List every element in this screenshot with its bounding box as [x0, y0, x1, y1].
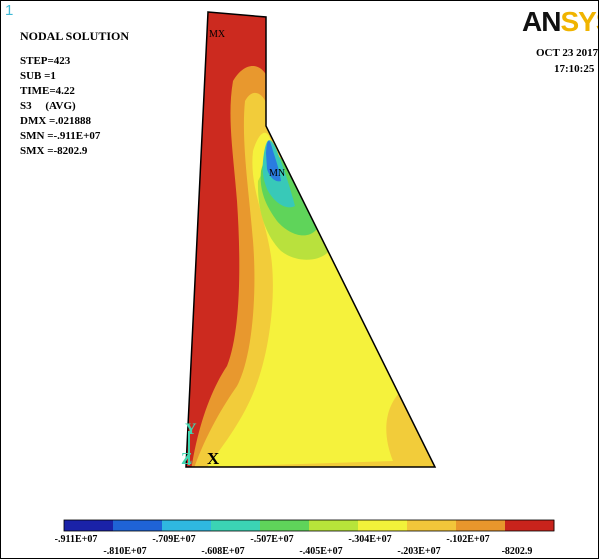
date-stamp: OCT 23 2017 — [536, 47, 599, 59]
legend-label-bottom: -.405E+07 — [299, 546, 342, 557]
legend-label-bottom: -8202.9 — [502, 546, 533, 557]
solution-line-step: STEP=423 — [20, 55, 71, 67]
legend-swatch — [162, 520, 212, 531]
min-marker: MN — [269, 168, 285, 179]
legend-swatch — [260, 520, 310, 531]
triad-y-label: Y — [185, 421, 197, 438]
legend-swatch — [358, 520, 408, 531]
legend-label-bottom: -.608E+07 — [201, 546, 244, 557]
solution-title: NODAL SOLUTION — [20, 29, 130, 43]
legend-label-top: -.304E+07 — [348, 534, 391, 545]
window-number: 1 — [5, 2, 14, 19]
ansys-logo: ANSYS — [522, 6, 598, 37]
legend-swatch — [64, 520, 114, 531]
coordinate-triad: Y Z X — [181, 421, 220, 468]
legend-border — [63, 519, 555, 532]
model-outline — [185, 11, 437, 468]
solution-line-item: S3 (AVG) — [20, 100, 76, 112]
legend-label-bottom: -.810E+07 — [103, 546, 146, 557]
legend-swatch — [309, 520, 359, 531]
legend-swatch — [456, 520, 506, 531]
legend-label-top: -.709E+07 — [152, 534, 195, 545]
solution-line-smx: SMX =-8202.9 — [20, 145, 88, 157]
max-marker: MX — [209, 29, 226, 40]
legend-swatch — [113, 520, 163, 531]
solution-line-sub: SUB =1 — [20, 70, 56, 82]
legend-label-bottom: -.203E+07 — [397, 546, 440, 557]
legend-label-top: -.911E+07 — [55, 534, 98, 545]
solution-line-smn: SMN =-.911E+07 — [20, 130, 101, 142]
band-yellow — [207, 132, 401, 467]
legend-swatch — [505, 520, 555, 531]
band-blue — [266, 140, 281, 182]
triad-z-label: Z — [181, 449, 192, 468]
legend-swatch — [211, 520, 261, 531]
time-stamp: 17:10:25 — [554, 63, 595, 75]
legend-label-top: -.507E+07 — [250, 534, 293, 545]
legend-swatch — [407, 520, 457, 531]
solution-line-time: TIME=4.22 — [20, 85, 75, 97]
legend-label-top: -.102E+07 — [446, 534, 489, 545]
triad-x-label: X — [207, 449, 220, 468]
solution-line-dmx: DMX =.021888 — [20, 115, 92, 127]
